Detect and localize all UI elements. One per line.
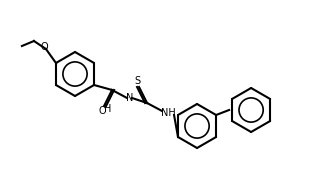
Text: NH: NH xyxy=(161,108,176,118)
Text: H: H xyxy=(104,104,112,114)
Text: S: S xyxy=(134,76,140,86)
Text: O: O xyxy=(40,42,48,52)
Text: O: O xyxy=(98,106,106,116)
Text: N: N xyxy=(126,93,134,103)
